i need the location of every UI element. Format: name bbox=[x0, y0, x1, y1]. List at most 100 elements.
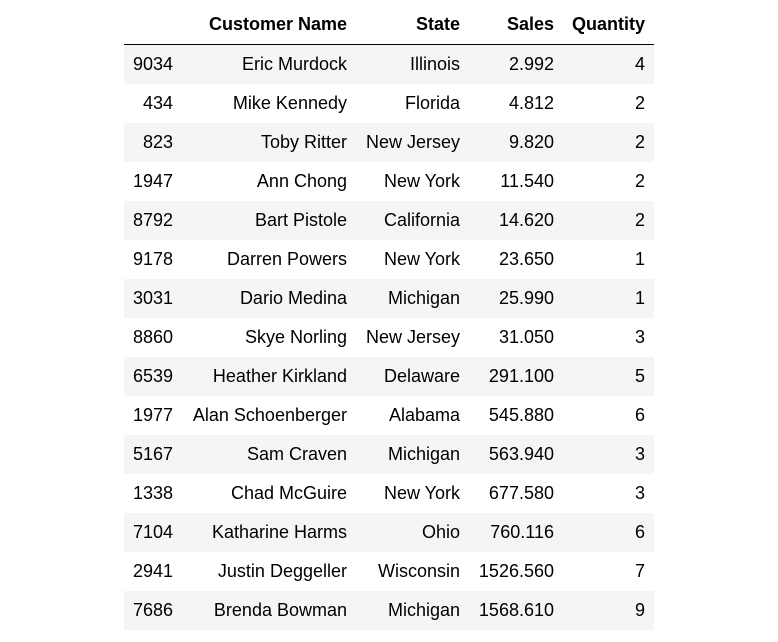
state-cell: Michigan bbox=[356, 591, 469, 630]
quantity-cell: 2 bbox=[563, 162, 654, 201]
sales-header: Sales bbox=[469, 5, 563, 45]
table-row: 1977 Alan Schoenberger Alabama 545.880 6 bbox=[124, 396, 654, 435]
state-cell: Illinois bbox=[356, 44, 469, 84]
sales-cell: 2.992 bbox=[469, 44, 563, 84]
row-index-cell: 1977 bbox=[124, 396, 182, 435]
state-cell: New York bbox=[356, 162, 469, 201]
row-index-cell: 1338 bbox=[124, 474, 182, 513]
table-row: 8792 Bart Pistole California 14.620 2 bbox=[124, 201, 654, 240]
row-index-cell: 7686 bbox=[124, 591, 182, 630]
quantity-cell: 1 bbox=[563, 279, 654, 318]
sales-cell: 23.650 bbox=[469, 240, 563, 279]
quantity-cell: 2 bbox=[563, 201, 654, 240]
customer-name-cell: Heather Kirkland bbox=[182, 357, 356, 396]
state-cell: New Jersey bbox=[356, 123, 469, 162]
sales-cell: 291.100 bbox=[469, 357, 563, 396]
state-cell: Michigan bbox=[356, 279, 469, 318]
row-index-cell: 823 bbox=[124, 123, 182, 162]
state-cell: Florida bbox=[356, 84, 469, 123]
state-cell: Alabama bbox=[356, 396, 469, 435]
sales-cell: 1568.610 bbox=[469, 591, 563, 630]
sales-cell: 9.820 bbox=[469, 123, 563, 162]
table-row: 9178 Darren Powers New York 23.650 1 bbox=[124, 240, 654, 279]
row-index-cell: 2941 bbox=[124, 552, 182, 591]
index-header bbox=[124, 5, 182, 45]
quantity-cell: 7 bbox=[563, 552, 654, 591]
table-body: 9034 Eric Murdock Illinois 2.992 4 434 Mike Ke… bbox=[124, 44, 654, 630]
state-cell: New York bbox=[356, 474, 469, 513]
customer-name-cell: Darren Powers bbox=[182, 240, 356, 279]
state-cell: Wisconsin bbox=[356, 552, 469, 591]
quantity-cell: 6 bbox=[563, 396, 654, 435]
sales-cell: 545.880 bbox=[469, 396, 563, 435]
sales-cell: 14.620 bbox=[469, 201, 563, 240]
table-row: 7686 Brenda Bowman Michigan 1568.610 9 bbox=[124, 591, 654, 630]
customer-name-cell: Sam Craven bbox=[182, 435, 356, 474]
row-index-cell: 8860 bbox=[124, 318, 182, 357]
quantity-cell: 6 bbox=[563, 513, 654, 552]
dataframe-table-container: Customer Name State Sales Quantity 9034 Eric… bbox=[124, 5, 654, 630]
table-row: 823 Toby Ritter New Jersey 9.820 2 bbox=[124, 123, 654, 162]
customer-name-cell: Katharine Harms bbox=[182, 513, 356, 552]
state-header: State bbox=[356, 5, 469, 45]
table-row: 1947 Ann Chong New York 11.540 2 bbox=[124, 162, 654, 201]
sales-cell: 1526.560 bbox=[469, 552, 563, 591]
row-index-cell: 434 bbox=[124, 84, 182, 123]
row-index-cell: 1947 bbox=[124, 162, 182, 201]
table-row: 3031 Dario Medina Michigan 25.990 1 bbox=[124, 279, 654, 318]
row-index-cell: 3031 bbox=[124, 279, 182, 318]
quantity-cell: 3 bbox=[563, 318, 654, 357]
row-index-cell: 9178 bbox=[124, 240, 182, 279]
state-cell: New York bbox=[356, 240, 469, 279]
header-row: Customer Name State Sales Quantity bbox=[124, 5, 654, 45]
quantity-cell: 2 bbox=[563, 123, 654, 162]
quantity-header: Quantity bbox=[563, 5, 654, 45]
row-index-cell: 9034 bbox=[124, 44, 182, 84]
customer-name-cell: Ann Chong bbox=[182, 162, 356, 201]
state-cell: Michigan bbox=[356, 435, 469, 474]
state-cell: California bbox=[356, 201, 469, 240]
state-cell: Ohio bbox=[356, 513, 469, 552]
table-row: 434 Mike Kennedy Florida 4.812 2 bbox=[124, 84, 654, 123]
table-row: 5167 Sam Craven Michigan 563.940 3 bbox=[124, 435, 654, 474]
customer-name-cell: Alan Schoenberger bbox=[182, 396, 356, 435]
sales-cell: 25.990 bbox=[469, 279, 563, 318]
sales-cell: 677.580 bbox=[469, 474, 563, 513]
quantity-cell: 1 bbox=[563, 240, 654, 279]
quantity-cell: 3 bbox=[563, 474, 654, 513]
table-row: 9034 Eric Murdock Illinois 2.992 4 bbox=[124, 44, 654, 84]
state-cell: Delaware bbox=[356, 357, 469, 396]
sales-cell: 4.812 bbox=[469, 84, 563, 123]
dataframe-table: Customer Name State Sales Quantity 9034 Eric… bbox=[124, 5, 654, 630]
customer-name-cell: Chad McGuire bbox=[182, 474, 356, 513]
sales-cell: 11.540 bbox=[469, 162, 563, 201]
customer-name-header: Customer Name bbox=[182, 5, 356, 45]
sales-cell: 760.116 bbox=[469, 513, 563, 552]
state-cell: New Jersey bbox=[356, 318, 469, 357]
table-header: Customer Name State Sales Quantity bbox=[124, 5, 654, 45]
table-row: 7104 Katharine Harms Ohio 760.116 6 bbox=[124, 513, 654, 552]
table-row: 2941 Justin Deggeller Wisconsin 1526.560 7 bbox=[124, 552, 654, 591]
quantity-cell: 3 bbox=[563, 435, 654, 474]
customer-name-cell: Skye Norling bbox=[182, 318, 356, 357]
customer-name-cell: Toby Ritter bbox=[182, 123, 356, 162]
row-index-cell: 5167 bbox=[124, 435, 182, 474]
table-row: 6539 Heather Kirkland Delaware 291.100 5 bbox=[124, 357, 654, 396]
customer-name-cell: Eric Murdock bbox=[182, 44, 356, 84]
quantity-cell: 5 bbox=[563, 357, 654, 396]
table-row: 1338 Chad McGuire New York 677.580 3 bbox=[124, 474, 654, 513]
customer-name-cell: Mike Kennedy bbox=[182, 84, 356, 123]
customer-name-cell: Dario Medina bbox=[182, 279, 356, 318]
quantity-cell: 4 bbox=[563, 44, 654, 84]
row-index-cell: 7104 bbox=[124, 513, 182, 552]
customer-name-cell: Justin Deggeller bbox=[182, 552, 356, 591]
customer-name-cell: Bart Pistole bbox=[182, 201, 356, 240]
customer-name-cell: Brenda Bowman bbox=[182, 591, 356, 630]
row-index-cell: 8792 bbox=[124, 201, 182, 240]
sales-cell: 563.940 bbox=[469, 435, 563, 474]
row-index-cell: 6539 bbox=[124, 357, 182, 396]
table-row: 8860 Skye Norling New Jersey 31.050 3 bbox=[124, 318, 654, 357]
quantity-cell: 9 bbox=[563, 591, 654, 630]
quantity-cell: 2 bbox=[563, 84, 654, 123]
sales-cell: 31.050 bbox=[469, 318, 563, 357]
